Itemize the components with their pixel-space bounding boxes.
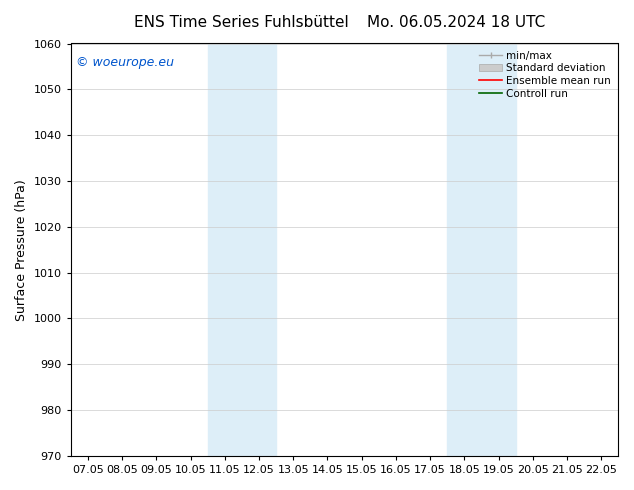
Bar: [208, 44, 276, 456]
Y-axis label: Surface Pressure (hPa): Surface Pressure (hPa): [15, 179, 28, 320]
Text: ENS Time Series Fuhlsbüttel: ENS Time Series Fuhlsbüttel: [134, 15, 348, 30]
Text: © woeurope.eu: © woeurope.eu: [76, 56, 174, 69]
Text: Mo. 06.05.2024 18 UTC: Mo. 06.05.2024 18 UTC: [367, 15, 546, 30]
Bar: [447, 44, 515, 456]
Legend: min/max, Standard deviation, Ensemble mean run, Controll run: min/max, Standard deviation, Ensemble me…: [477, 49, 613, 100]
